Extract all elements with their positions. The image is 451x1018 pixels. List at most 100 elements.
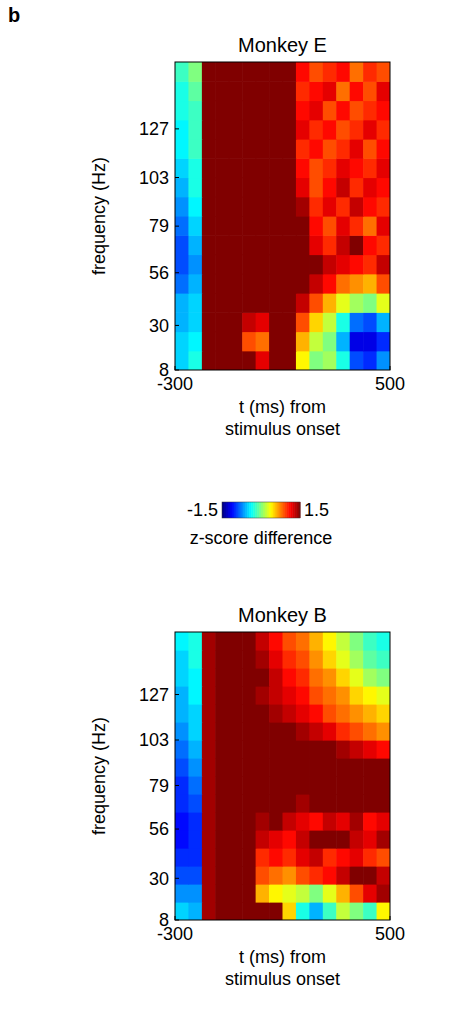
heatmap-cell	[377, 830, 390, 849]
heatmap-cell	[309, 62, 323, 82]
heatmap-cell	[336, 235, 350, 255]
y-tick-label: 79	[149, 776, 169, 796]
heatmap-cell	[296, 197, 310, 217]
heatmap-cell	[256, 312, 270, 332]
heatmap-cell	[229, 178, 243, 198]
plot-frame	[175, 632, 390, 920]
heatmap-cell	[229, 740, 243, 759]
heatmap-cell	[283, 866, 297, 885]
heatmap-cell	[350, 293, 364, 313]
heatmap-cell	[215, 178, 229, 198]
heatmap-cell	[350, 722, 364, 741]
heatmap-cell	[283, 632, 297, 651]
heatmap-cell	[283, 722, 297, 741]
heatmap-cell	[377, 139, 390, 159]
y-tick	[175, 694, 179, 695]
heatmap-cell	[229, 884, 243, 903]
heatmap-cell	[242, 293, 256, 313]
heatmap-cell	[283, 776, 297, 795]
heatmap-cell	[296, 62, 310, 82]
heatmap-cell	[242, 62, 256, 82]
heatmap-cell	[215, 235, 229, 255]
heatmap-cell	[229, 216, 243, 236]
x-axis-title-line: stimulus onset	[225, 969, 340, 989]
heatmap-cell	[256, 216, 270, 236]
heatmap-cell	[377, 722, 390, 741]
heatmap-cell	[377, 158, 390, 178]
heatmap-cell	[309, 830, 323, 849]
heatmap-cell	[336, 62, 350, 82]
heatmap-cell	[377, 178, 390, 198]
heatmap-cell	[269, 722, 283, 741]
heatmap-cell	[188, 776, 202, 795]
heatmap-cell	[229, 794, 243, 813]
heatmap-cell	[283, 293, 297, 313]
heatmap-cell	[309, 902, 323, 920]
heatmap-cell	[309, 740, 323, 759]
heatmap-cell	[296, 332, 310, 352]
heatmap-cell	[242, 216, 256, 236]
heatmap-cell	[269, 650, 283, 669]
heatmap-cell	[283, 704, 297, 723]
heatmap-cell	[215, 650, 229, 669]
heatmap-cell	[323, 139, 337, 159]
heatmap-cell	[242, 158, 256, 178]
heatmap-cell	[350, 686, 364, 705]
colorbar-tick-label: -1.5	[187, 500, 218, 520]
heatmap-cell	[363, 216, 377, 236]
heatmap-cell	[188, 722, 202, 741]
heatmap-cell	[336, 101, 350, 121]
heatmap-cell	[269, 848, 283, 867]
heatmap-cell	[350, 332, 364, 352]
heatmap-cell	[363, 722, 377, 741]
heatmap-cell	[296, 178, 310, 198]
heatmap-cell	[175, 158, 189, 178]
heatmap-cell	[175, 312, 189, 332]
heatmap-cell	[269, 776, 283, 795]
heatmap-cell	[202, 650, 216, 669]
heatmap-cell	[175, 884, 189, 903]
heatmap-cell	[336, 902, 350, 920]
heatmap-cell	[363, 866, 377, 885]
heatmap-cell	[363, 81, 377, 101]
heatmap-cell	[256, 812, 270, 831]
heatmap-cell	[323, 794, 337, 813]
heatmap-cell	[363, 884, 377, 903]
heatmap-cell	[283, 139, 297, 159]
heatmap-cell	[256, 139, 270, 159]
heatmap-cell	[336, 758, 350, 777]
heatmap-cell	[269, 866, 283, 885]
heatmap-cell	[269, 139, 283, 159]
heatmap-cell	[242, 197, 256, 217]
panel: Monkey B8305679103127-300500frequency (H…	[89, 604, 405, 989]
heatmap-cell	[309, 812, 323, 831]
plot-frame	[175, 62, 390, 370]
heatmap-cell	[336, 704, 350, 723]
heatmap-cell	[256, 722, 270, 741]
heatmap-cell	[229, 274, 243, 294]
heatmap-cell	[336, 332, 350, 352]
heatmap-cell	[323, 312, 337, 332]
heatmap-cell	[229, 668, 243, 687]
heatmap-cell	[188, 178, 202, 198]
heatmap-cell	[323, 293, 337, 313]
heatmap-cell	[188, 758, 202, 777]
heatmap-cell	[229, 120, 243, 140]
heatmap-cell	[283, 351, 297, 370]
heatmap-cell	[188, 794, 202, 813]
heatmap-cell	[323, 884, 337, 903]
heatmap-cell	[229, 255, 243, 275]
heatmap-cell	[188, 216, 202, 236]
heatmap-cell	[188, 197, 202, 217]
heatmap-cell	[309, 216, 323, 236]
heatmap-cell	[215, 758, 229, 777]
heatmap-cell	[296, 848, 310, 867]
heatmap-cell	[336, 740, 350, 759]
heatmap-cell	[336, 848, 350, 867]
heatmap-cell	[215, 812, 229, 831]
heatmap-cell	[229, 332, 243, 352]
heatmap-cell	[283, 902, 297, 920]
y-tick-label: 30	[149, 316, 169, 336]
heatmap-cell	[336, 866, 350, 885]
heatmap-cell	[363, 178, 377, 198]
